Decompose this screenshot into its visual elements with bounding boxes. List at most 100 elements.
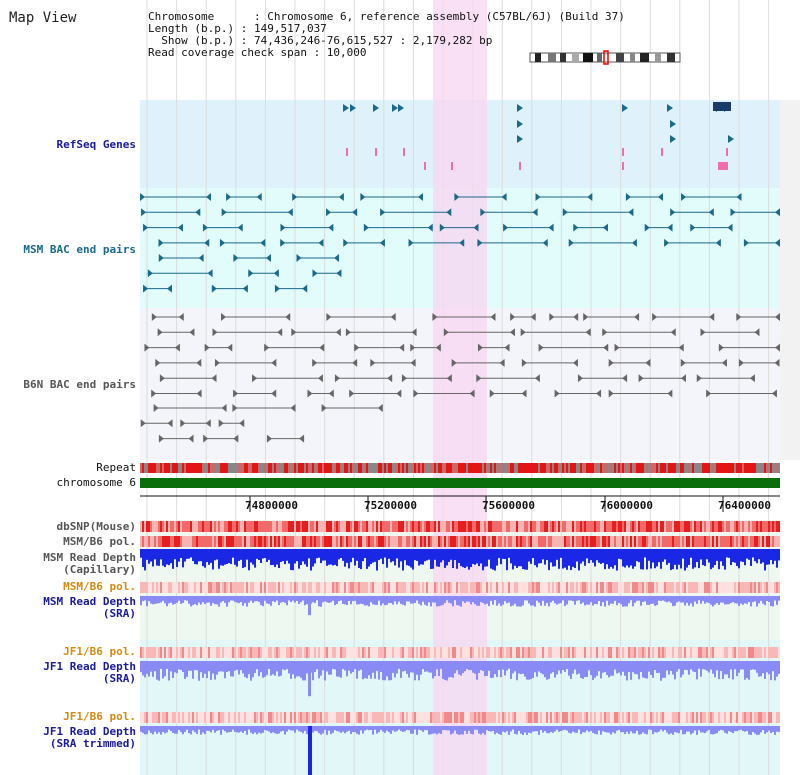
track-label-msm-depth-sra[interactable]: MSM Read Depth (SRA)	[43, 595, 136, 620]
dbsnp-cell	[444, 521, 446, 532]
jf1-depth-trim-bar	[258, 726, 260, 733]
msm-pol-cell	[632, 536, 634, 547]
jf1-depth-sra-bar	[644, 661, 646, 679]
b6n-bac-pair-end	[583, 313, 589, 321]
repeat-cell	[418, 463, 420, 473]
msm-bac-pair-end	[644, 223, 650, 232]
msm-depth-cap-bar	[626, 549, 628, 566]
msm-depth-cap-bar	[394, 549, 396, 566]
jf1-pol2-cell	[166, 712, 168, 723]
dbsnp-cell	[170, 521, 172, 532]
dbsnp-cell	[200, 521, 202, 532]
jf1-depth-sra-bar	[664, 661, 666, 678]
track-label-b6n-bac[interactable]: B6N BAC end pairs	[23, 378, 136, 391]
jf1-depth-trim-bar	[268, 726, 270, 732]
repeat-cell	[410, 463, 412, 473]
track-label-msm-depth-capillary[interactable]: MSM Read Depth (Capillary)	[43, 551, 136, 576]
jf1-depth-sra-bar	[320, 661, 322, 676]
jf1-pol2-cell	[630, 712, 632, 723]
repeat-cell	[508, 463, 510, 473]
msm-pol2-cell	[586, 582, 588, 593]
track-label-jf1-depth-trimmed[interactable]: JF1 Read Depth (SRA trimmed)	[43, 725, 136, 750]
track-label-jf1-b6-pol-2[interactable]: JF1/B6 pol.	[63, 710, 136, 723]
msm-depth-sra-bar	[218, 596, 220, 607]
dbsnp-cell	[504, 521, 506, 532]
jf1-depth-sra-bar	[304, 661, 306, 681]
dbsnp-cell	[382, 521, 384, 532]
jf1-pol-cell	[644, 647, 646, 658]
track-label-dbsnp[interactable]: dbSNP(Mouse)	[56, 520, 136, 533]
msm-pol-cell	[742, 536, 744, 547]
track-label-repeat[interactable]: Repeat	[96, 461, 136, 474]
repeat-cell	[170, 463, 172, 473]
msm-pol2-cell	[620, 582, 622, 593]
msm-pol2-cell	[384, 582, 386, 593]
jf1-depth-trim-bar	[182, 726, 184, 735]
jf1-pol-cell	[282, 647, 284, 658]
msm-depth-sra-bar	[658, 596, 660, 601]
msm-pol2-cell	[198, 582, 200, 593]
msm-depth-cap-bar	[182, 549, 184, 568]
track-label-msm-bac[interactable]: MSM BAC end pairs	[23, 243, 136, 256]
msm-depth-cap-bar	[604, 549, 606, 570]
jf1-depth-sra-bar	[534, 661, 536, 673]
msm-pol2-cell	[556, 582, 558, 593]
msm-depth-sra-bar	[538, 596, 540, 603]
msm-depth-cap-bar	[612, 549, 614, 569]
jf1-pol-cell	[604, 647, 606, 658]
jf1-depth-sra-bar	[252, 661, 254, 678]
jf1-pol2-cell	[572, 712, 574, 723]
msm-pol-cell	[484, 536, 486, 547]
msm-pol-cell	[760, 536, 762, 547]
msm-depth-cap-bar	[592, 549, 594, 563]
length-info: Length (b.p.) : 149,517,037	[148, 22, 327, 35]
track-label-jf1-b6-pol[interactable]: JF1/B6 pol.	[63, 645, 136, 658]
jf1-pol2-cell	[426, 712, 428, 723]
msm-depth-sra-bar	[696, 596, 698, 604]
msm-depth-sra-bar	[636, 596, 638, 601]
dbsnp-cell	[648, 521, 650, 532]
msm-depth-sra-bar	[344, 596, 346, 605]
jf1-pol-cell	[504, 647, 506, 658]
msm-depth-sra-bar	[654, 596, 656, 606]
dbsnp-cell	[218, 521, 220, 532]
jf1-depth-sra-bar	[668, 661, 670, 675]
msm-bac-pair-end	[503, 223, 509, 232]
jf1-pol-cell	[272, 647, 274, 658]
track-label-msm-b6-pol-2[interactable]: MSM/B6 pol.	[63, 580, 136, 593]
jf1-depth-sra-bar	[660, 661, 662, 681]
msm-pol-cell	[466, 536, 468, 547]
msm-pol2-cell	[298, 582, 300, 593]
repeat-cell	[518, 463, 520, 473]
msm-depth-sra-bar	[578, 596, 580, 601]
msm-pol-cell	[688, 536, 690, 547]
jf1-depth-trim-bar	[428, 726, 430, 735]
track-label-chromosome[interactable]: chromosome 6	[56, 476, 136, 489]
track-label-msm-b6-pol[interactable]: MSM/B6 pol.	[63, 535, 136, 548]
jf1-depth-sra-bar	[232, 661, 234, 677]
track-label-jf1-depth-sra[interactable]: JF1 Read Depth (SRA)	[43, 660, 136, 685]
jf1-depth-trim-bar	[520, 726, 522, 734]
track-label-refseq[interactable]: RefSeq Genes	[56, 138, 136, 151]
jf1-depth-trim-bar	[352, 726, 354, 732]
jf1-depth-trim-bar	[306, 726, 308, 735]
jf1-depth-trim-bar	[396, 726, 398, 732]
msm-pol-cell	[352, 536, 354, 547]
jf1-depth-trim-bar	[224, 726, 226, 732]
jf1-depth-sra-bar	[672, 661, 674, 675]
repeat-cell	[436, 463, 438, 473]
repeat-cell	[600, 463, 602, 473]
msm-depth-sra-bar-spike	[308, 596, 311, 616]
msm-depth-sra-bar	[140, 596, 142, 606]
dbsnp-cell	[698, 521, 700, 532]
jf1-pol2-cell	[400, 712, 402, 723]
msm-depth-cap-bar	[778, 549, 780, 561]
jf1-depth-sra-bar	[634, 661, 636, 674]
jf1-pol2-cell	[216, 712, 218, 723]
msm-depth-cap-bar	[164, 549, 166, 568]
jf1-pol-cell	[290, 647, 292, 658]
jf1-pol2-cell	[690, 712, 692, 723]
msm-depth-cap-bar	[522, 549, 524, 570]
jf1-pol-cell	[228, 647, 230, 658]
